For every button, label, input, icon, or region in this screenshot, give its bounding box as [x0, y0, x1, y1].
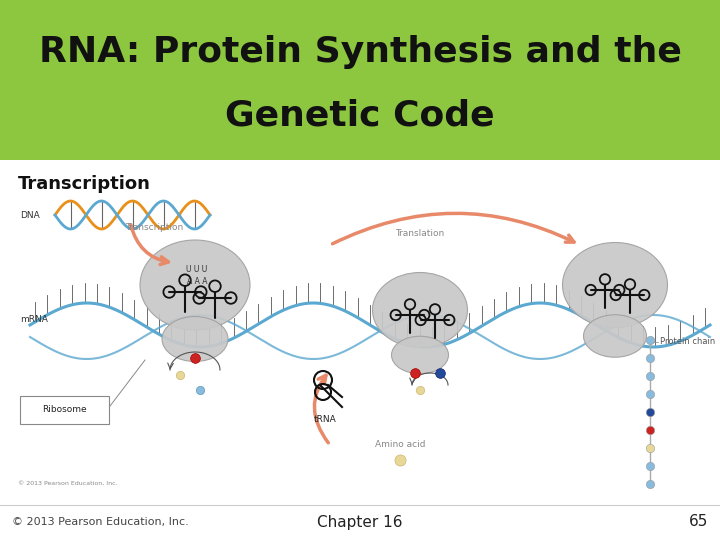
- Text: Translation: Translation: [395, 229, 444, 238]
- FancyBboxPatch shape: [20, 396, 109, 424]
- Text: 65: 65: [688, 515, 708, 530]
- Ellipse shape: [583, 315, 647, 357]
- Text: Transcription: Transcription: [125, 223, 184, 232]
- Text: Chapter 16: Chapter 16: [318, 515, 402, 530]
- Text: A A A: A A A: [186, 278, 207, 287]
- Text: Protein chain: Protein chain: [660, 338, 715, 347]
- Text: Genetic Code: Genetic Code: [225, 98, 495, 132]
- Ellipse shape: [562, 242, 667, 327]
- Text: U U U: U U U: [186, 266, 207, 274]
- Text: Transcription: Transcription: [18, 175, 151, 193]
- Text: tRNA: tRNA: [314, 415, 336, 424]
- Ellipse shape: [392, 336, 449, 374]
- Text: © 2013 Pearson Education, Inc.: © 2013 Pearson Education, Inc.: [12, 517, 189, 527]
- Bar: [0, 0, 720, 160]
- Ellipse shape: [140, 240, 250, 330]
- Text: Ribosome: Ribosome: [42, 406, 86, 415]
- Ellipse shape: [162, 316, 228, 361]
- Text: mRNA: mRNA: [20, 315, 48, 325]
- Text: © 2013 Pearson Education, Inc.: © 2013 Pearson Education, Inc.: [18, 481, 117, 485]
- Text: Amino acid: Amino acid: [374, 440, 426, 449]
- Text: DNA: DNA: [20, 211, 40, 219]
- Ellipse shape: [372, 273, 467, 348]
- Text: RNA: Protein Synthesis and the: RNA: Protein Synthesis and the: [39, 35, 681, 69]
